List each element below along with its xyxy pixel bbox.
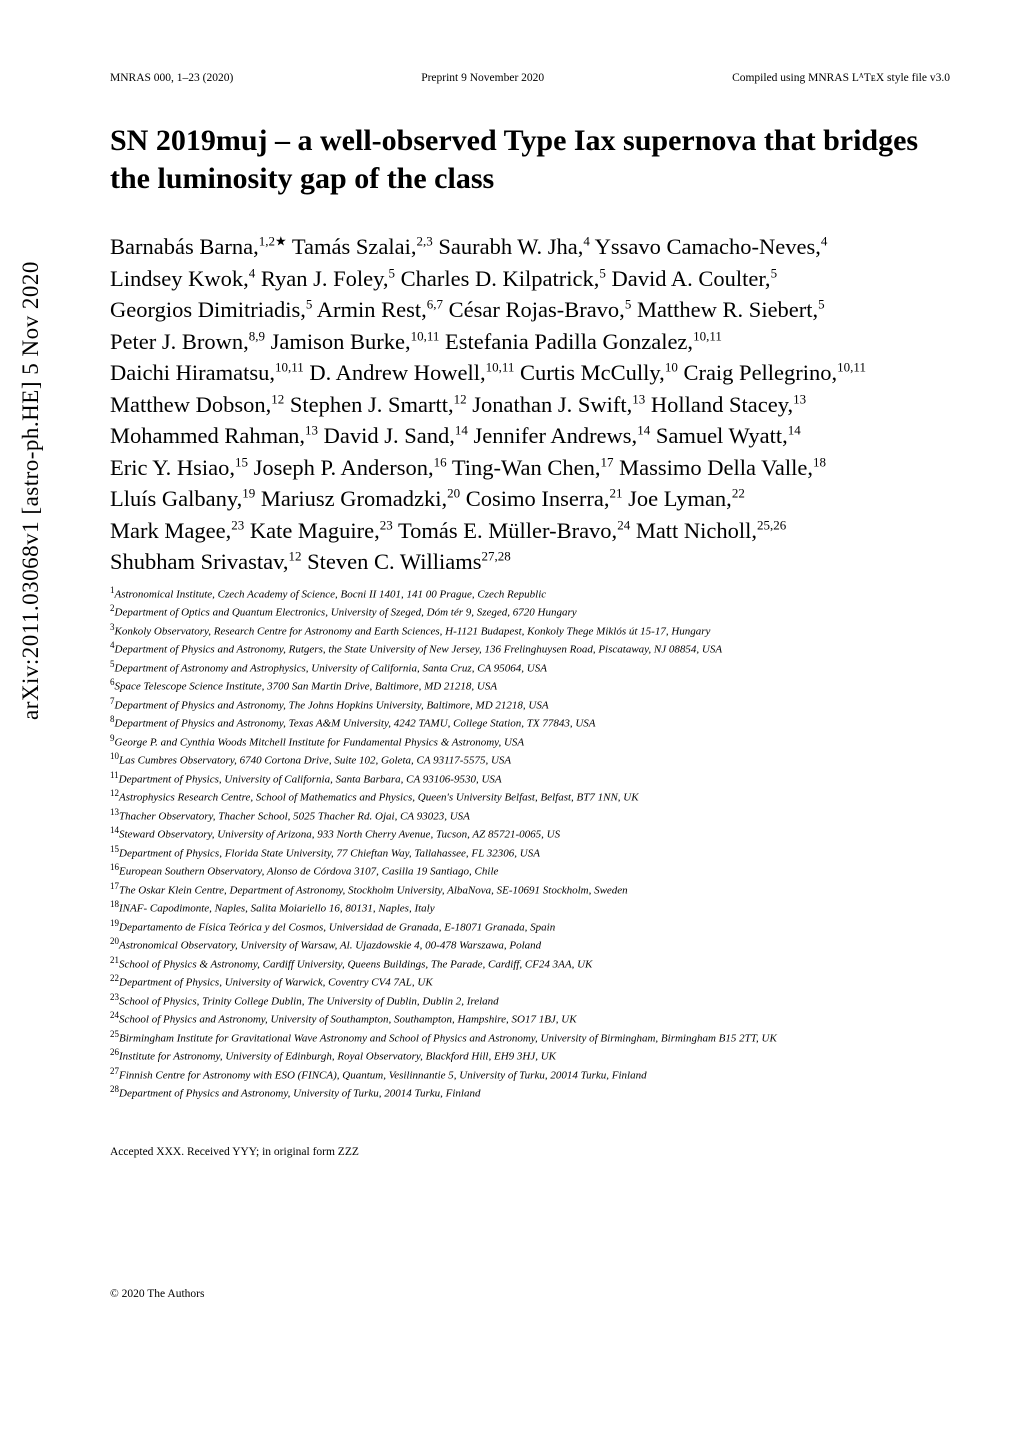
affiliation-line: 25Birmingham Institute for Gravitational… (110, 1028, 950, 1047)
author-line: Georgios Dimitriadis,5 Armin Rest,6,7 Cé… (110, 294, 950, 326)
affiliation-line: 15Department of Physics, Florida State U… (110, 843, 950, 862)
author-list: Barnabás Barna,1,2★ Tamás Szalai,2,3 Sau… (110, 231, 950, 578)
affiliation-line: 19Departamento de Física Teórica y del C… (110, 917, 950, 936)
affiliation-line: 14Steward Observatory, University of Ari… (110, 824, 950, 843)
author-line: Daichi Hiramatsu,10,11 D. Andrew Howell,… (110, 357, 950, 389)
affiliation-line: 26Institute for Astronomy, University of… (110, 1046, 950, 1065)
affiliation-line: 28Department of Physics and Astronomy, U… (110, 1083, 950, 1102)
author-line: Barnabás Barna,1,2★ Tamás Szalai,2,3 Sau… (110, 231, 950, 263)
arxiv-stamp: arXiv:2011.03068v1 [astro-ph.HE] 5 Nov 2… (18, 261, 44, 720)
affiliation-line: 2Department of Optics and Quantum Electr… (110, 602, 950, 621)
author-line: Mark Magee,23 Kate Maguire,23 Tomás E. M… (110, 515, 950, 547)
affiliation-line: 7Department of Physics and Astronomy, Th… (110, 695, 950, 714)
affiliation-line: 12Astrophysics Research Centre, School o… (110, 787, 950, 806)
affiliation-line: 13Thacher Observatory, Thacher School, 5… (110, 806, 950, 825)
paper-title: SN 2019muj – a well-observed Type Iax su… (110, 122, 950, 197)
affiliation-line: 9George P. and Cynthia Woods Mitchell In… (110, 732, 950, 751)
author-line: Lluís Galbany,19 Mariusz Gromadzki,20 Co… (110, 483, 950, 515)
affiliation-line: 5Department of Astronomy and Astrophysic… (110, 658, 950, 677)
copyright-line: © 2020 The Authors (110, 1288, 950, 1300)
affiliation-line: 6Space Telescope Science Institute, 3700… (110, 676, 950, 695)
affiliation-line: 16European Southern Observatory, Alonso … (110, 861, 950, 880)
author-line: Eric Y. Hsiao,15 Joseph P. Anderson,16 T… (110, 452, 950, 484)
header-center: Preprint 9 November 2020 (421, 72, 544, 84)
affiliation-line: 24School of Physics and Astronomy, Unive… (110, 1009, 950, 1028)
affiliation-line: 17The Oskar Klein Centre, Department of … (110, 880, 950, 899)
affiliation-line: 22Department of Physics, University of W… (110, 972, 950, 991)
affiliation-line: 23School of Physics, Trinity College Dub… (110, 991, 950, 1010)
author-line: Mohammed Rahman,13 David J. Sand,14 Jenn… (110, 420, 950, 452)
accepted-line: Accepted XXX. Received YYY; in original … (110, 1146, 950, 1158)
affiliation-line: 4Department of Physics and Astronomy, Ru… (110, 639, 950, 658)
affiliation-line: 8Department of Physics and Astronomy, Te… (110, 713, 950, 732)
header-right: Compiled using MNRAS LᴬTᴇX style file v3… (732, 72, 950, 84)
affiliation-line: 27Finnish Centre for Astronomy with ESO … (110, 1065, 950, 1084)
affiliation-line: 18INAF- Capodimonte, Naples, Salita Moia… (110, 898, 950, 917)
page-content: MNRAS 000, 1–23 (2020) Preprint 9 Novemb… (0, 0, 1020, 1350)
affiliation-line: 11Department of Physics, University of C… (110, 769, 950, 788)
running-header: MNRAS 000, 1–23 (2020) Preprint 9 Novemb… (110, 72, 950, 84)
affiliation-line: 20Astronomical Observatory, University o… (110, 935, 950, 954)
author-line: Lindsey Kwok,4 Ryan J. Foley,5 Charles D… (110, 263, 950, 295)
author-line: Shubham Srivastav,12 Steven C. Williams2… (110, 546, 950, 578)
affiliations-list: 1Astronomical Institute, Czech Academy o… (110, 584, 950, 1102)
affiliation-line: 21School of Physics & Astronomy, Cardiff… (110, 954, 950, 973)
affiliation-line: 3Konkoly Observatory, Research Centre fo… (110, 621, 950, 640)
author-line: Matthew Dobson,12 Stephen J. Smartt,12 J… (110, 389, 950, 421)
affiliation-line: 10Las Cumbres Observatory, 6740 Cortona … (110, 750, 950, 769)
affiliation-line: 1Astronomical Institute, Czech Academy o… (110, 584, 950, 603)
author-line: Peter J. Brown,8,9 Jamison Burke,10,11 E… (110, 326, 950, 358)
header-left: MNRAS 000, 1–23 (2020) (110, 72, 233, 84)
